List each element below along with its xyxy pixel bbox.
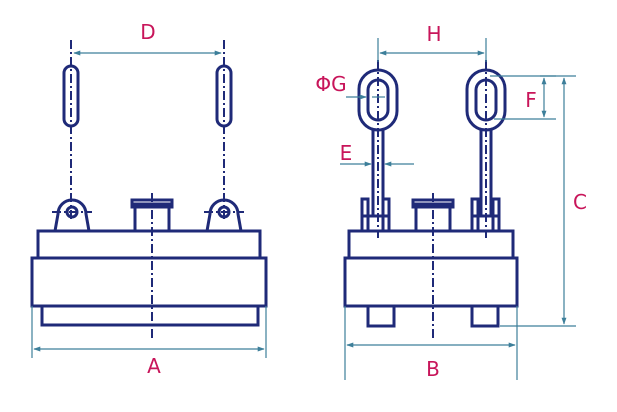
- side-view: H ΦG E F C B: [315, 22, 587, 381]
- side-top-plate: [347, 229, 515, 260]
- side-left-foot: [366, 304, 396, 328]
- front-top-plate: [36, 229, 262, 260]
- front-magnet-body: [30, 256, 268, 308]
- dimension-b-label: B: [426, 357, 440, 381]
- front-bottom-plate: [40, 304, 260, 327]
- dimension-d-label: D: [140, 20, 155, 44]
- dimension-a-label: A: [147, 354, 161, 378]
- dimension-g-label: ΦG: [315, 72, 346, 96]
- dimension-h-label: H: [426, 22, 441, 46]
- dimension-f-label: F: [525, 88, 537, 112]
- side-magnet-body: [343, 256, 519, 308]
- dimension-c-label: C: [573, 190, 587, 214]
- front-view: D A: [30, 20, 268, 378]
- dimension-e-label: E: [340, 141, 353, 165]
- side-right-foot: [470, 304, 500, 328]
